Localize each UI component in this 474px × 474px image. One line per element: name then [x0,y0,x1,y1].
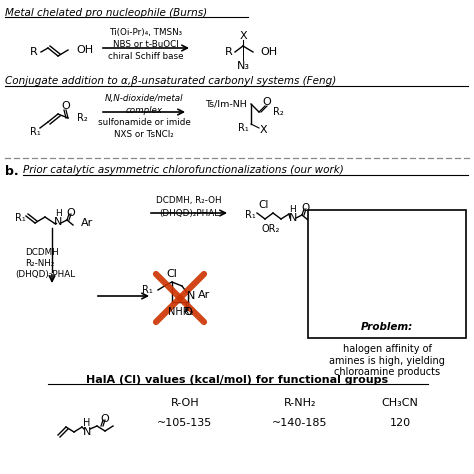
Text: Conjugate addition to α,β-unsaturated carbonyl systems (Feng): Conjugate addition to α,β-unsaturated ca… [5,76,336,86]
Text: O: O [183,307,192,317]
Text: Ti(Oi-Pr)₄, TMSN₃: Ti(Oi-Pr)₄, TMSN₃ [109,27,182,36]
Text: NHR₂: NHR₂ [168,307,193,317]
Text: sulfonamide or imide: sulfonamide or imide [98,118,191,127]
Text: OR₂: OR₂ [262,224,280,234]
Text: X: X [259,125,267,135]
Text: complex: complex [126,106,163,115]
Text: Metal chelated pro nucleophile (Burns): Metal chelated pro nucleophile (Burns) [5,8,207,18]
Text: H: H [290,204,296,213]
Text: N,N-dioxide/metal: N,N-dioxide/metal [105,93,183,102]
Text: N₃: N₃ [237,61,249,71]
Text: R₂: R₂ [273,107,284,117]
Text: Prior catalytic asymmetric chlorofunctionalizations (our work): Prior catalytic asymmetric chlorofunctio… [23,165,344,175]
Text: Ar: Ar [315,214,327,224]
Text: ~140-185: ~140-185 [272,418,328,428]
Text: OH: OH [260,47,277,57]
Text: NXS or TsNCl₂: NXS or TsNCl₂ [114,129,174,138]
Text: Cl: Cl [166,269,177,279]
Text: DCDMH, R₂-OH: DCDMH, R₂-OH [156,195,222,204]
Text: (DHQD)₂PHAL: (DHQD)₂PHAL [15,271,75,280]
Text: Ts/Im-NH: Ts/Im-NH [205,100,247,109]
Text: N: N [187,291,195,301]
Text: R₁: R₁ [15,213,26,223]
Text: R₂-NH₂: R₂-NH₂ [25,258,55,267]
Text: O: O [62,101,70,111]
Text: O: O [263,97,272,107]
Text: b.: b. [5,165,18,178]
Text: N: N [289,213,297,223]
Text: ~105-135: ~105-135 [157,418,213,428]
Text: O: O [100,414,109,424]
Text: Cl: Cl [259,200,269,210]
Text: R: R [225,47,233,57]
Text: HalA (Cl) values (kcal/mol) for functional groups: HalA (Cl) values (kcal/mol) for function… [86,375,388,385]
Text: R: R [30,47,38,57]
Text: O: O [67,208,75,218]
Text: NBS or t-BuOCl: NBS or t-BuOCl [113,39,179,48]
Text: Problem:: Problem: [361,322,413,332]
Text: R₁: R₁ [142,285,153,295]
Text: Ar: Ar [81,218,93,228]
Text: chiral Schiff base: chiral Schiff base [108,52,184,61]
Text: H: H [55,209,61,218]
Text: R-NH₂: R-NH₂ [284,398,316,408]
Text: DCDMH: DCDMH [25,247,59,256]
Text: Ar: Ar [198,290,210,300]
FancyBboxPatch shape [308,210,466,338]
Text: 120: 120 [390,418,410,428]
Text: R₁: R₁ [30,127,41,137]
Text: N: N [83,427,91,437]
Text: halogen affinity of
amines is high, yielding
chloroamine products: halogen affinity of amines is high, yiel… [329,344,445,377]
Text: R-OH: R-OH [171,398,199,408]
Text: CH₃CN: CH₃CN [382,398,419,408]
Text: R₂: R₂ [77,113,88,123]
Text: OH: OH [76,45,93,55]
Text: O: O [302,203,310,213]
Text: N: N [54,217,62,227]
Text: H: H [83,418,91,428]
Text: X: X [239,31,247,41]
Text: (DHQD)₂PHAL: (DHQD)₂PHAL [159,209,219,218]
Text: R₁: R₁ [245,210,256,220]
Text: R₁: R₁ [237,123,248,133]
